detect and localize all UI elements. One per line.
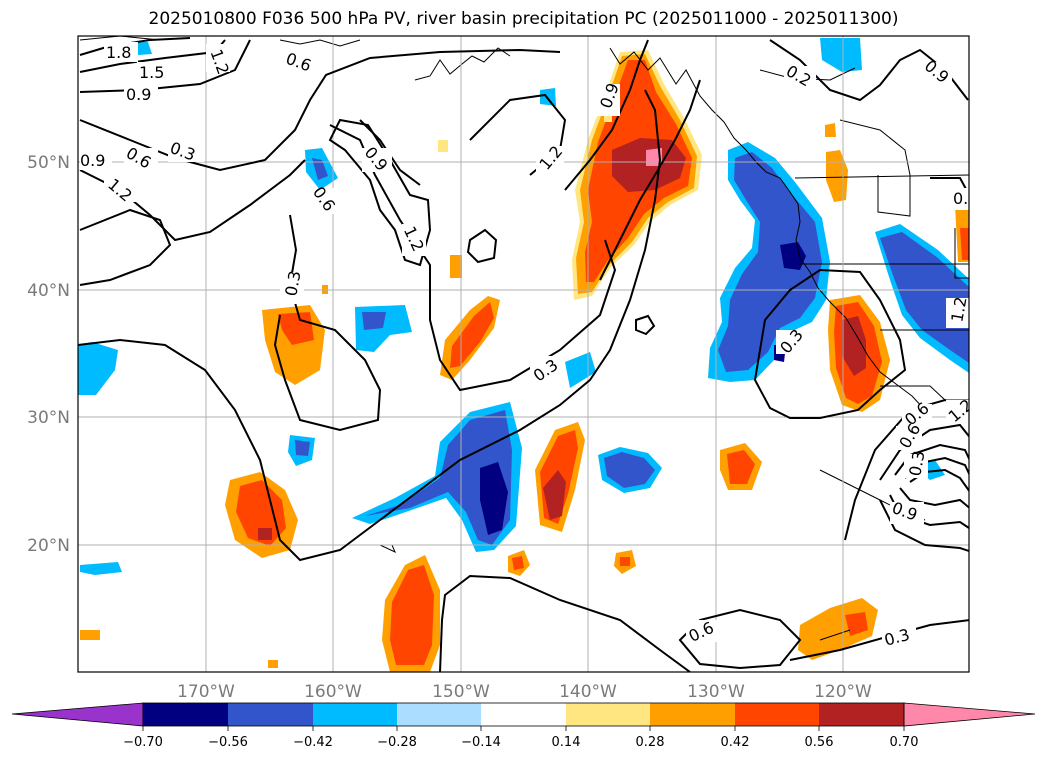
lon-label-150w: 150°W [432,682,490,702]
colorbar-bin [650,703,735,726]
colorbar-tick-label: 0.28 [636,735,665,750]
lat-label-20n: 20°N [27,536,70,556]
latitude-labels: 50°N 40°N 30°N 20°N [27,153,70,556]
colorbar-tick-label: 0.56 [805,735,834,750]
colorbar-tick-label: 0.70 [890,735,919,750]
colorbar-bin [313,703,397,726]
lon-label-120w: 120°W [814,682,872,702]
colorbar-bin [143,703,228,726]
lon-label-130w: 130°W [687,682,745,702]
contour-label: 1.2 [947,295,970,323]
lat-label-40n: 40°N [27,281,70,301]
map-title: 2025010800 F036 500 hPa PV, river basin … [148,9,899,29]
colorbar-tick-label: 0.14 [552,735,581,750]
colorbar-extend-high [903,702,1036,727]
contour-label: 0.3 [281,269,304,297]
map-border [77,35,970,673]
contour-label: 1.5 [139,63,164,82]
lat-label-50n: 50°N [27,153,70,173]
colorbar-tick-label: −0.42 [293,735,333,750]
colorbar-bin [819,703,904,726]
contour-label-group: 1.8 1.5 0.9 1.2 0.6 0.3 0.9 0.6 1.2 0.3 … [80,42,978,650]
colorbar-bin [481,703,566,726]
contour-label: 1.8 [106,43,131,62]
colorbar-extend-low [11,702,144,727]
longitude-labels: 170°W 160°W 150°W 140°W 130°W 120°W [177,682,872,702]
contour-label: 0.9 [953,189,978,208]
colorbar-tick-label: 0.42 [721,735,750,750]
colorbar: −0.70 −0.56 −0.42 −0.28 −0.14 0.14 0.28 … [11,702,1036,750]
lon-label-170w: 170°W [177,682,235,702]
lat-label-30n: 30°N [27,408,70,428]
lon-label-140w: 140°W [559,682,617,702]
colorbar-bin [397,703,481,726]
contour-label: 0.9 [80,151,105,170]
contour-label: 0.9 [126,85,151,104]
colorbar-bin [566,703,650,726]
lon-label-160w: 160°W [304,682,362,702]
colorbar-bin [228,703,313,726]
map-layers: 1.8 1.5 0.9 1.2 0.6 0.3 0.9 0.6 1.2 0.3 … [78,36,978,672]
colorbar-tick-label: −0.56 [208,735,248,750]
contour-label: 0.3 [905,449,928,477]
colorbar-tick-label: −0.28 [377,735,417,750]
colorbar-tick-label: −0.70 [123,735,163,750]
colorbar-tick-label: −0.14 [461,735,501,750]
colorbar-bin [735,703,819,726]
